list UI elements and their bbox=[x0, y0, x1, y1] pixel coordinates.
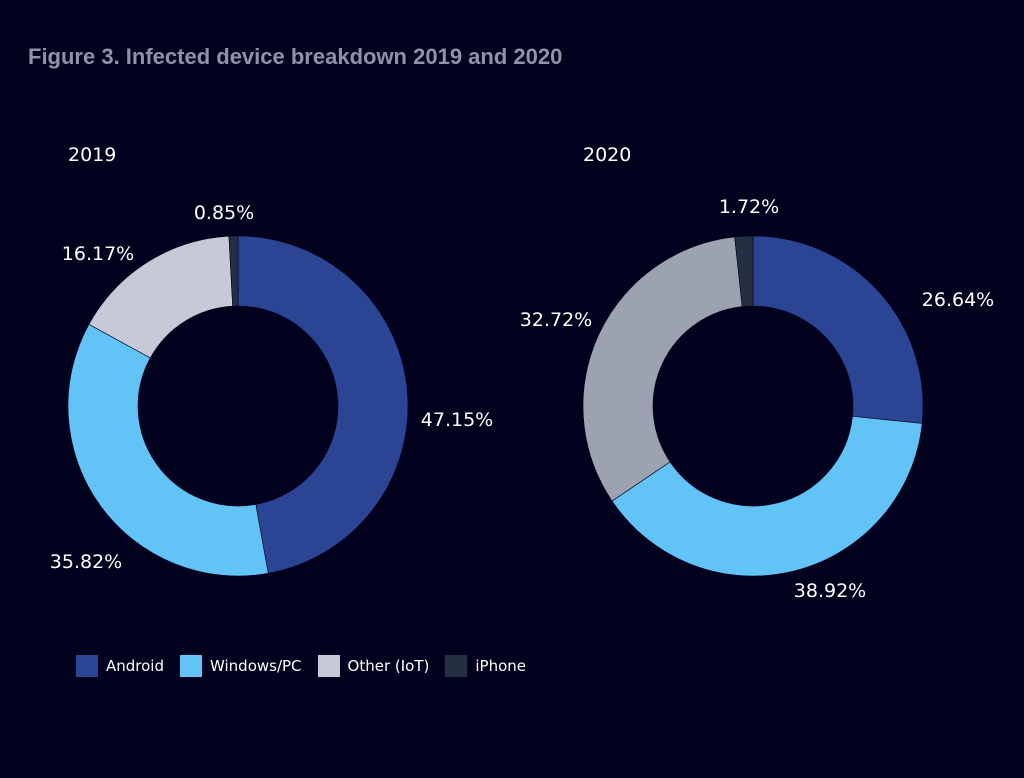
data-label-2020-windows-pc: 38.92% bbox=[794, 580, 866, 602]
donut-slice-2019-windows-pc bbox=[67, 323, 269, 577]
chart-title-2020: 2020 bbox=[583, 144, 631, 166]
data-label-2020-iphone: 1.72% bbox=[719, 196, 779, 218]
donut-slice-2020-android bbox=[752, 235, 924, 424]
legend-item-other-iot: Other (IoT) bbox=[317, 655, 430, 677]
legend-swatch-windows-pc bbox=[180, 655, 202, 677]
legend-label-other-iot: Other (IoT) bbox=[347, 657, 430, 675]
data-label-2020-other-iot: 32.72% bbox=[520, 309, 592, 331]
data-label-2019-iphone: 0.85% bbox=[194, 202, 254, 224]
data-label-2019-other-iot: 16.17% bbox=[62, 243, 134, 265]
legend: Android Windows/PC Other (IoT) iPhone bbox=[76, 655, 542, 677]
donut-slice-2020-iphone bbox=[734, 235, 754, 307]
data-label-2020-android: 26.64% bbox=[922, 289, 994, 311]
donut-slice-2019-iphone bbox=[228, 235, 239, 307]
legend-item-windows-pc: Windows/PC bbox=[180, 655, 302, 677]
data-label-2019-android: 47.15% bbox=[421, 409, 493, 431]
donut-slice-2019-android bbox=[237, 235, 409, 574]
data-label-2019-windows-pc: 35.82% bbox=[50, 551, 122, 573]
chart-title-2019: 2019 bbox=[68, 144, 116, 166]
legend-swatch-iphone bbox=[445, 655, 468, 677]
legend-label-iphone: iPhone bbox=[475, 657, 526, 675]
legend-item-android: Android bbox=[76, 655, 164, 677]
legend-item-iphone: iPhone bbox=[445, 655, 526, 677]
figure-title: Figure 3. Infected device breakdown 2019… bbox=[28, 44, 563, 69]
legend-swatch-android bbox=[76, 655, 98, 677]
donut-slice-2020-other-iot bbox=[582, 236, 743, 502]
donut-slice-2020-windows-pc bbox=[611, 415, 923, 577]
legend-label-windows-pc: Windows/PC bbox=[210, 657, 302, 675]
legend-label-android: Android bbox=[106, 657, 164, 675]
legend-swatch-other-iot bbox=[317, 655, 340, 677]
